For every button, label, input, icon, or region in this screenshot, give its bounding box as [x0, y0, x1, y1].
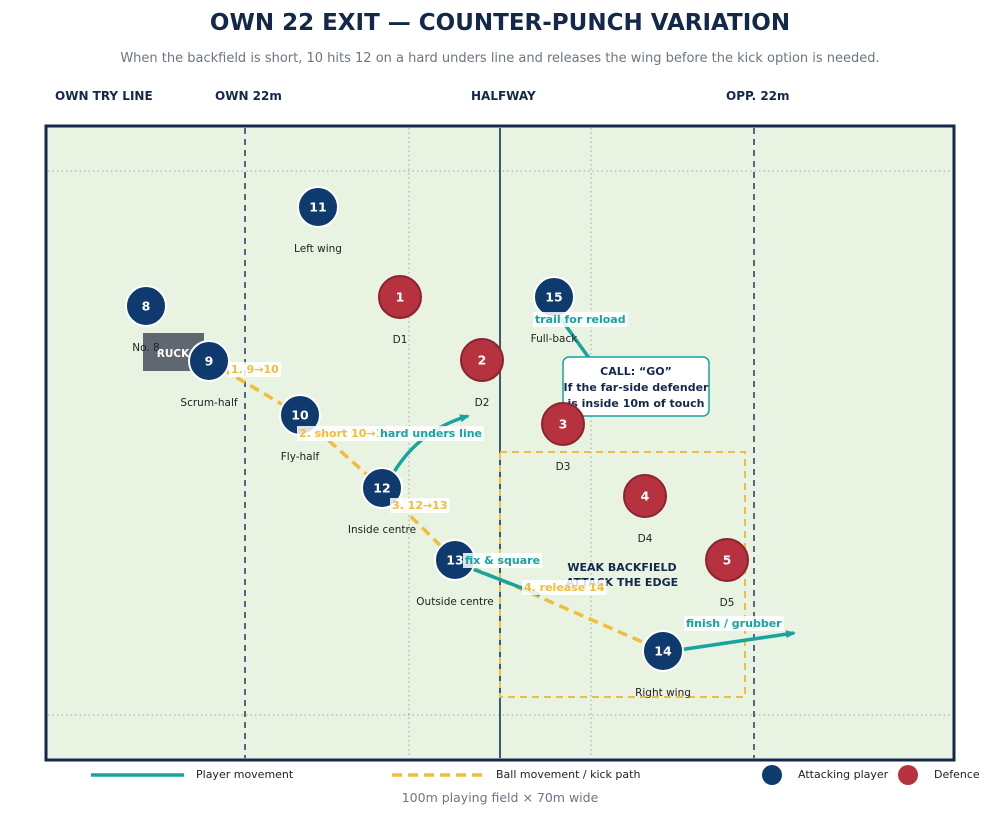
attacker-number: 15: [545, 290, 562, 305]
ball-step-4-text: 4. release 14: [524, 581, 605, 594]
ball-step-3: 3. 12→13: [390, 498, 450, 513]
defender-marker: [705, 538, 749, 582]
defender-marker: [623, 474, 667, 518]
defender-number: 3: [559, 417, 568, 432]
fix-square-label: fix & square: [463, 553, 543, 568]
defender-4: 4 D4: [623, 474, 667, 545]
movement-labels: trail for reload hard unders line fix & sq…: [378, 312, 785, 631]
legend-attacking-player-label: Attacking player: [798, 768, 889, 781]
attacker-role-label: Full-back: [531, 333, 579, 345]
attacker-8: 8 No. 8: [125, 285, 167, 354]
legend-player-movement-label: Player movement: [196, 768, 294, 781]
ball-step-2-text: 2. short 10→12: [299, 427, 391, 440]
finish-label-text: finish / grubber: [686, 617, 782, 630]
attacker-number: 12: [373, 481, 390, 496]
ball-step-3-bg: [390, 498, 450, 513]
diagram-title: OWN 22 EXIT — COUNTER-PUNCH VARIATION: [209, 10, 791, 36]
attacker-11: 11 Left wing: [294, 186, 342, 255]
ruck-label: RUCK: [157, 348, 190, 360]
attacker-14: 14 Right wing: [635, 630, 691, 699]
attacker-number: 9: [205, 354, 214, 369]
attacker-role-label: Outside centre: [416, 596, 493, 608]
ball-step-1: 1. 9→10: [229, 362, 282, 377]
ball-step-4: 4. release 14: [522, 580, 607, 595]
defender-3: 3 D3: [541, 402, 585, 473]
zone-label-own-22: OWN 22m: [215, 89, 282, 103]
field-dimensions-note: 100m playing field × 70m wide: [401, 790, 599, 805]
unders-label-text: hard unders line: [380, 427, 482, 440]
legend-ball-movement-label: Ball movement / kick path: [496, 768, 641, 781]
ball-step-labels: 1. 9→10 2. short 10→12 3. 12→13 4. release …: [229, 362, 607, 595]
legend-defence-label: Defence: [934, 768, 980, 781]
attacker-9: 9 Scrum-half: [180, 340, 238, 409]
ball-step-4-bg: [522, 580, 607, 595]
zone-label-own-try-line: OWN TRY LINE: [55, 89, 153, 103]
ball-step-1-text: 1. 9→10: [231, 363, 279, 376]
defender-marker: [541, 402, 585, 446]
legend-defence-swatch: [898, 765, 918, 785]
legend-attacking-player-swatch: [762, 765, 782, 785]
attacker-marker: [125, 285, 167, 327]
diagram-subtitle: When the backfield is short, 10 hits 12 …: [120, 51, 880, 66]
ball-step-3-text: 3. 12→13: [392, 499, 448, 512]
finish-label-bg: [684, 616, 785, 631]
defender-number: 2: [478, 353, 487, 368]
attacker-role-label: Scrum-half: [180, 397, 237, 409]
attacker-number: 8: [142, 299, 151, 314]
trail-label: trail for reload: [533, 312, 628, 327]
defender-number: 1: [396, 290, 405, 305]
defender-label: D1: [393, 334, 408, 346]
defender-label: D2: [475, 397, 490, 409]
attacker-role-label: No. 8: [132, 342, 159, 354]
attacker-number: 11: [309, 200, 326, 215]
defender-marker: [378, 275, 422, 319]
target-zone-line1: WEAK BACKFIELD: [567, 561, 676, 574]
defender-number: 5: [723, 553, 732, 568]
defender-2: 2 D2: [460, 338, 504, 409]
defender-number: 4: [641, 489, 650, 504]
target-zone: [499, 451, 746, 698]
defender-1: 1 D1: [378, 275, 422, 346]
attacker-marker: [297, 186, 339, 228]
attacker-number: 10: [291, 408, 309, 423]
finish-label: finish / grubber: [684, 616, 785, 631]
defender-label: D3: [556, 461, 571, 473]
fix-square-label-bg: [463, 553, 543, 568]
ball-step-2-bg: [297, 426, 393, 441]
unders-label-bg: [378, 426, 485, 441]
attacker-number: 14: [654, 644, 672, 659]
attacker-role-label: Left wing: [294, 243, 342, 255]
attacker-number: 13: [446, 553, 463, 568]
call-box: [562, 356, 710, 417]
attacker-role-label: Right wing: [635, 687, 691, 699]
call-box-line1: CALL: “GO”: [600, 365, 672, 378]
attacker-13: 13 Outside centre: [416, 539, 494, 608]
ball-step-1-bg: [229, 362, 282, 377]
defender-label: D5: [720, 597, 735, 609]
defender-label: D4: [638, 533, 653, 545]
call-box-line3: is inside 10m of touch: [567, 397, 704, 410]
attacker-role-label: Fly-half: [281, 451, 320, 463]
trail-label-text: trail for reload: [535, 313, 626, 326]
call-box-line2: If the far-side defender: [564, 381, 710, 394]
ball-step-2: 2. short 10→12: [297, 426, 393, 441]
attacker-10: 10 Fly-half: [279, 394, 321, 463]
zone-label-halfway: HALFWAY: [471, 89, 536, 103]
attacker-marker: [188, 340, 230, 382]
zone-label-opp-22: OPP. 22m: [726, 89, 790, 103]
attacker-role-label: Inside centre: [348, 524, 416, 536]
defender-marker: [460, 338, 504, 382]
unders-label: hard unders line: [378, 426, 485, 441]
attacker-marker: [642, 630, 684, 672]
defender-5: 5 D5: [705, 538, 749, 609]
trail-label-bg: [533, 312, 628, 327]
fix-square-label-text: fix & square: [465, 554, 540, 567]
finish-run: [671, 630, 796, 653]
